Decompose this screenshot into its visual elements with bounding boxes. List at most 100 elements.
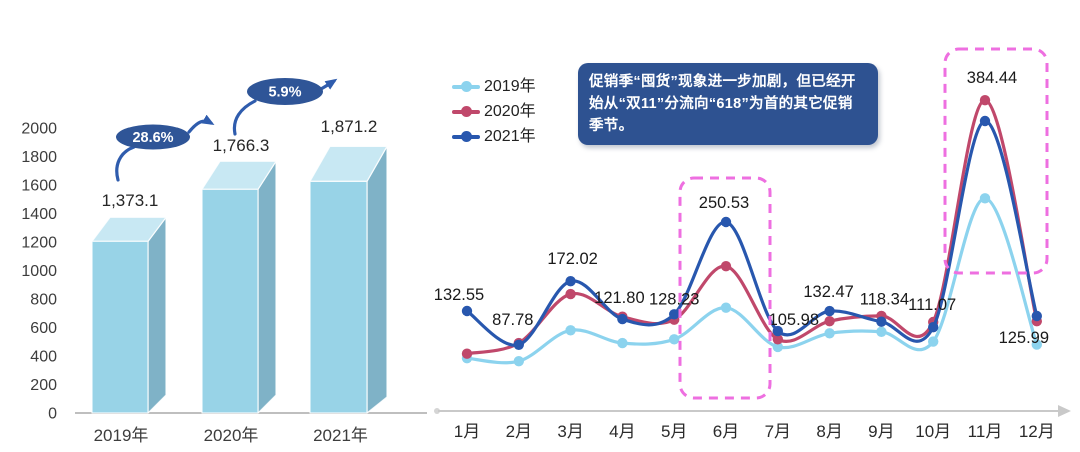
data-point-2019年 [513,356,524,367]
highlight-box-11月 [943,47,1049,275]
x-axis-month-label: 6月 [713,422,739,441]
data-label: 125.99 [999,329,1049,347]
bar-3d-2019年 [91,216,167,414]
data-point-2019年 [876,326,887,337]
y-axis-tick-label: 1000 [21,263,57,280]
data-point-2019年 [565,325,576,336]
growth-arrow-tail-2 [232,99,257,136]
bar-side-face [257,160,277,414]
x-axis-month-label: 9月 [868,422,894,441]
growth-badge-ellipse [116,124,190,150]
data-point-2019年 [979,193,991,204]
data-point-2020年 [461,348,473,359]
legend-label: 2021年 [484,127,536,145]
data-point-2021年 [669,309,680,320]
data-label: 172.02 [547,250,597,268]
growth-arrow-tail-1 [115,145,136,182]
x-axis-month-label: 11月 [968,422,1003,441]
data-point-2021年 [617,313,628,325]
legend-item-2019年: 2019年 [452,74,536,99]
data-point-2020年 [772,334,783,345]
data-point-2020年 [720,261,732,272]
legend-marker-icon [452,131,480,142]
data-point-2021年 [513,339,524,350]
bar-value-label: 1,871.2 [321,117,378,136]
data-label: 118.34 [860,291,909,309]
data-point-2020年 [979,95,991,106]
x-axis-month-label: 2月 [506,422,532,441]
x-axis-month-label: 7月 [765,422,791,441]
x-axis-month-label: 10月 [915,422,951,441]
annual-3d-bar-chart: 0 200 400 600 800 1000 1200 1400 1600 1800 2000 1,3… [0,0,430,452]
data-label: 105.98 [769,311,819,329]
bar-front-face [201,188,259,414]
legend-dot-icon [461,131,472,142]
x-axis-category-label: 2019年 [94,426,149,445]
growth-arrow-head-1 [187,114,215,134]
data-label: 111.07 [908,296,956,314]
data-point-2019年 [772,341,783,353]
x-axis-month-label: 12月 [1019,422,1055,441]
legend-marker-icon [452,81,480,92]
highlight-box-6月 [678,176,772,400]
y-axis-tick-label: 1600 [21,178,57,195]
data-point-2019年 [928,336,939,347]
bar-front-face [91,240,149,414]
data-label: 132.47 [803,283,853,301]
data-point-2021年 [928,322,939,333]
data-label: 384.44 [967,69,1017,87]
data-point-2021年 [979,115,991,127]
axis-left-endcap [434,408,440,414]
y-axis-tick-label: 200 [30,377,57,394]
y-axis-tick-label: 1800 [21,149,57,166]
y-axis-tick-label: 0 [48,406,57,423]
data-point-2021年 [565,276,576,287]
annotation-callout: 促销季“囤货”现象进一步加剧，但已经开始从“双11”分流向“618”为首的其它促… [578,63,878,145]
data-point-2021年 [720,216,732,228]
legend-item-2021年: 2021年 [452,124,536,149]
data-point-2021年 [876,316,887,327]
data-point-2020年 [824,316,835,327]
x-axis-arrowhead [1058,405,1071,417]
data-point-2019年 [617,337,628,349]
data-point-2019年 [669,334,680,345]
growth-badge-ellipse [247,78,323,105]
growth-arrow-head-2 [319,78,338,91]
y-axis-tick-label: 2000 [21,121,57,138]
annual-3d-bar-chart-canvas: 0 200 400 600 800 1000 1200 1400 1600 1800 2000 1,3… [21,78,427,445]
data-point-2020年 [565,288,576,300]
monthly-line-chart-canvas: 1月 2月 3月 4月 5月 6月 7月 8月 9月 10月 11月 12月 132.55 87.78 17… [434,47,1071,441]
bar-3d-2020年 [201,160,277,414]
monthly-line-chart: 1月 2月 3月 4月 5月 6月 7月 8月 9月 10月 11月 12月 132.55 87.78 17… [430,0,1080,452]
x-axis-month-label: 8月 [816,422,842,441]
data-point-2021年 [772,325,783,337]
y-axis-tick-label: 1400 [21,206,57,223]
bar-front-face [309,180,368,414]
x-axis-month-label: 1月 [454,422,480,441]
legend-dot-icon [461,106,472,117]
bar-3d-2021年 [309,145,388,414]
y-axis-tick-label: 1200 [21,235,57,252]
legend-label: 2019年 [484,77,536,95]
x-axis-category-label: 2020年 [204,426,259,445]
x-axis-month-label: 3月 [557,422,583,441]
bar-side-face [366,145,388,414]
y-axis-tick-label: 800 [30,292,57,309]
data-point-2021年 [824,305,835,317]
bar-value-label: 1,373.1 [102,191,159,210]
data-point-2021年 [461,305,473,317]
y-axis-tick-label: 400 [30,349,57,366]
x-axis-month-label: 5月 [661,422,687,441]
legend-dot-icon [461,81,472,92]
growth-badge-label: 5.9% [268,85,301,101]
data-point-2021年 [1031,310,1042,322]
data-label: 250.53 [699,194,749,212]
bar-value-label: 1,766.3 [213,136,270,155]
data-point-2019年 [1031,339,1042,350]
data-point-2019年 [824,328,835,339]
legend: 2019年 2020年 2021年 [452,74,536,149]
data-label: 132.55 [434,286,484,304]
data-label: 128.23 [649,290,699,308]
legend-item-2020年: 2020年 [452,99,536,124]
